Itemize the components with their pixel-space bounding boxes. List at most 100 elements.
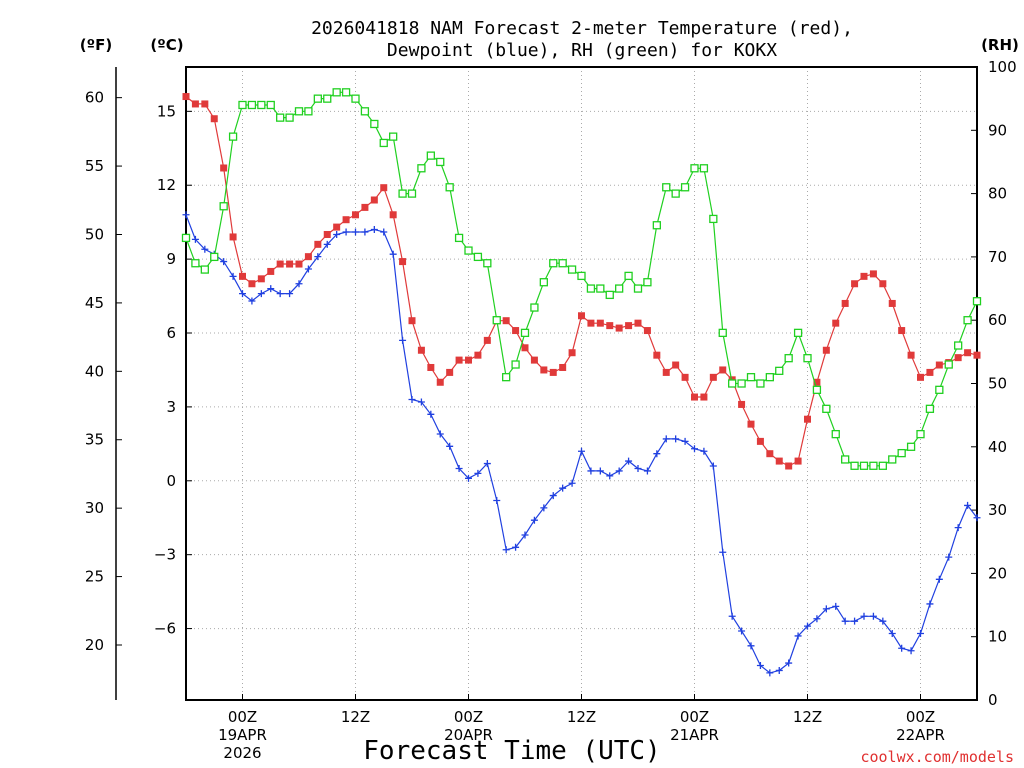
dewpoint-point (869, 612, 877, 620)
rh-point (925, 404, 935, 413)
temperature-point (756, 437, 764, 445)
temperature-point (709, 373, 717, 381)
rh-point (841, 455, 850, 464)
dewpoint-point (304, 265, 312, 273)
rh-point (266, 100, 275, 110)
temperature-point (898, 327, 906, 335)
celsius-axis-label: (ºC) (150, 36, 183, 54)
dewpoint-point (540, 504, 548, 512)
fahrenheit-tick-label: 30 (85, 499, 104, 517)
temperature-point (361, 203, 369, 211)
rh-point (389, 132, 398, 141)
chart-title-line2: Dewpoint (blue), RH (green) for KOKX (387, 40, 777, 61)
rh-point (662, 183, 671, 192)
rh-point (746, 373, 756, 382)
dewpoint-point (625, 457, 633, 465)
dewpoint-point (559, 484, 567, 492)
rh-tick-label: 100 (988, 58, 1017, 76)
dewpoint-point (276, 290, 284, 298)
temperature-point (540, 366, 548, 374)
dewpoint-point (361, 228, 369, 236)
temperature-point (879, 280, 887, 288)
dewpoint-point (879, 617, 887, 625)
rh-tick-label: 80 (988, 185, 1007, 203)
rh-tick-label: 0 (988, 691, 998, 709)
temperature-point (210, 115, 218, 123)
rh-tick-label: 50 (988, 375, 1007, 393)
rh-point (972, 297, 982, 306)
dewpoint-point (389, 250, 397, 258)
dewpoint-point (436, 430, 444, 438)
temperature-point (662, 368, 670, 376)
dewpoint-point (342, 228, 350, 236)
rh-point (615, 284, 624, 293)
rh-point (492, 316, 501, 325)
x-date-label: 20APR (444, 726, 493, 744)
temperature-point (191, 100, 199, 108)
temperature-point (276, 260, 284, 268)
dewpoint-point (973, 514, 981, 522)
temperature-point (427, 363, 435, 371)
dewpoint-point (691, 445, 698, 453)
dewpoint-point (841, 617, 849, 625)
temperature-point (672, 361, 680, 369)
fahrenheit-tick-label: 55 (85, 157, 104, 175)
dewpoint-point (615, 467, 623, 475)
rh-point (963, 316, 972, 325)
fahrenheit-tick-label: 25 (85, 568, 104, 586)
x-tick-label: 00Z (454, 708, 483, 726)
dewpoint-point (220, 258, 228, 266)
dewpoint-point (738, 627, 746, 635)
dewpoint-point (549, 492, 557, 500)
rh-point (210, 252, 219, 262)
temperature-point (625, 322, 633, 330)
dewpoint-point (832, 602, 840, 610)
rh-point (831, 429, 840, 439)
dewpoint-point (634, 464, 642, 472)
rh-point (586, 284, 596, 293)
dewpoint-point (945, 553, 953, 561)
temperature-point (917, 373, 924, 381)
chart-title-line1: 2026041818 NAM Forecast 2-meter Temperat… (311, 18, 853, 39)
celsius-tick-label: −6 (154, 620, 176, 638)
dewpoint-point (399, 336, 407, 344)
dewpoint-point (455, 464, 463, 472)
temperature-point (229, 233, 237, 241)
dewpoint-point (907, 647, 915, 655)
temperature-point (973, 351, 981, 359)
rh-point (954, 341, 963, 350)
rh-point (859, 461, 869, 470)
rh-point (323, 94, 332, 103)
temperature-point (888, 299, 896, 307)
celsius-tick-label: 3 (166, 398, 176, 416)
dewpoint-point (474, 469, 482, 477)
rh-point (426, 151, 435, 160)
temperature-point (747, 420, 755, 428)
dewpoint-point (851, 617, 859, 625)
temperature-point (267, 267, 275, 275)
dewpoint-point (700, 447, 708, 455)
dewpoint-point (483, 460, 491, 468)
dewpoint-point (785, 659, 793, 667)
dewpoint-point (370, 226, 378, 234)
temperature-line (185, 96, 978, 467)
rh-tick-label: 10 (988, 628, 1007, 646)
temperature-point (314, 240, 322, 248)
plot-frame (185, 66, 978, 701)
rh-point (935, 385, 944, 394)
dewpoint-point (935, 575, 943, 583)
temperature-point (559, 363, 567, 371)
celsius-tick-label: 15 (157, 102, 176, 120)
rh-point (304, 107, 313, 116)
dewpoint-point (643, 467, 651, 475)
temperature-point (220, 164, 228, 172)
rh-point (294, 107, 304, 116)
temperature-point (352, 211, 359, 219)
temperature-point (446, 368, 454, 376)
temperature-point (926, 368, 934, 376)
temperature-point (295, 260, 303, 268)
temperature-point (804, 415, 811, 423)
rh-point (181, 233, 191, 243)
temperature-point (587, 319, 595, 327)
celsius-tick-label: −3 (154, 546, 176, 564)
